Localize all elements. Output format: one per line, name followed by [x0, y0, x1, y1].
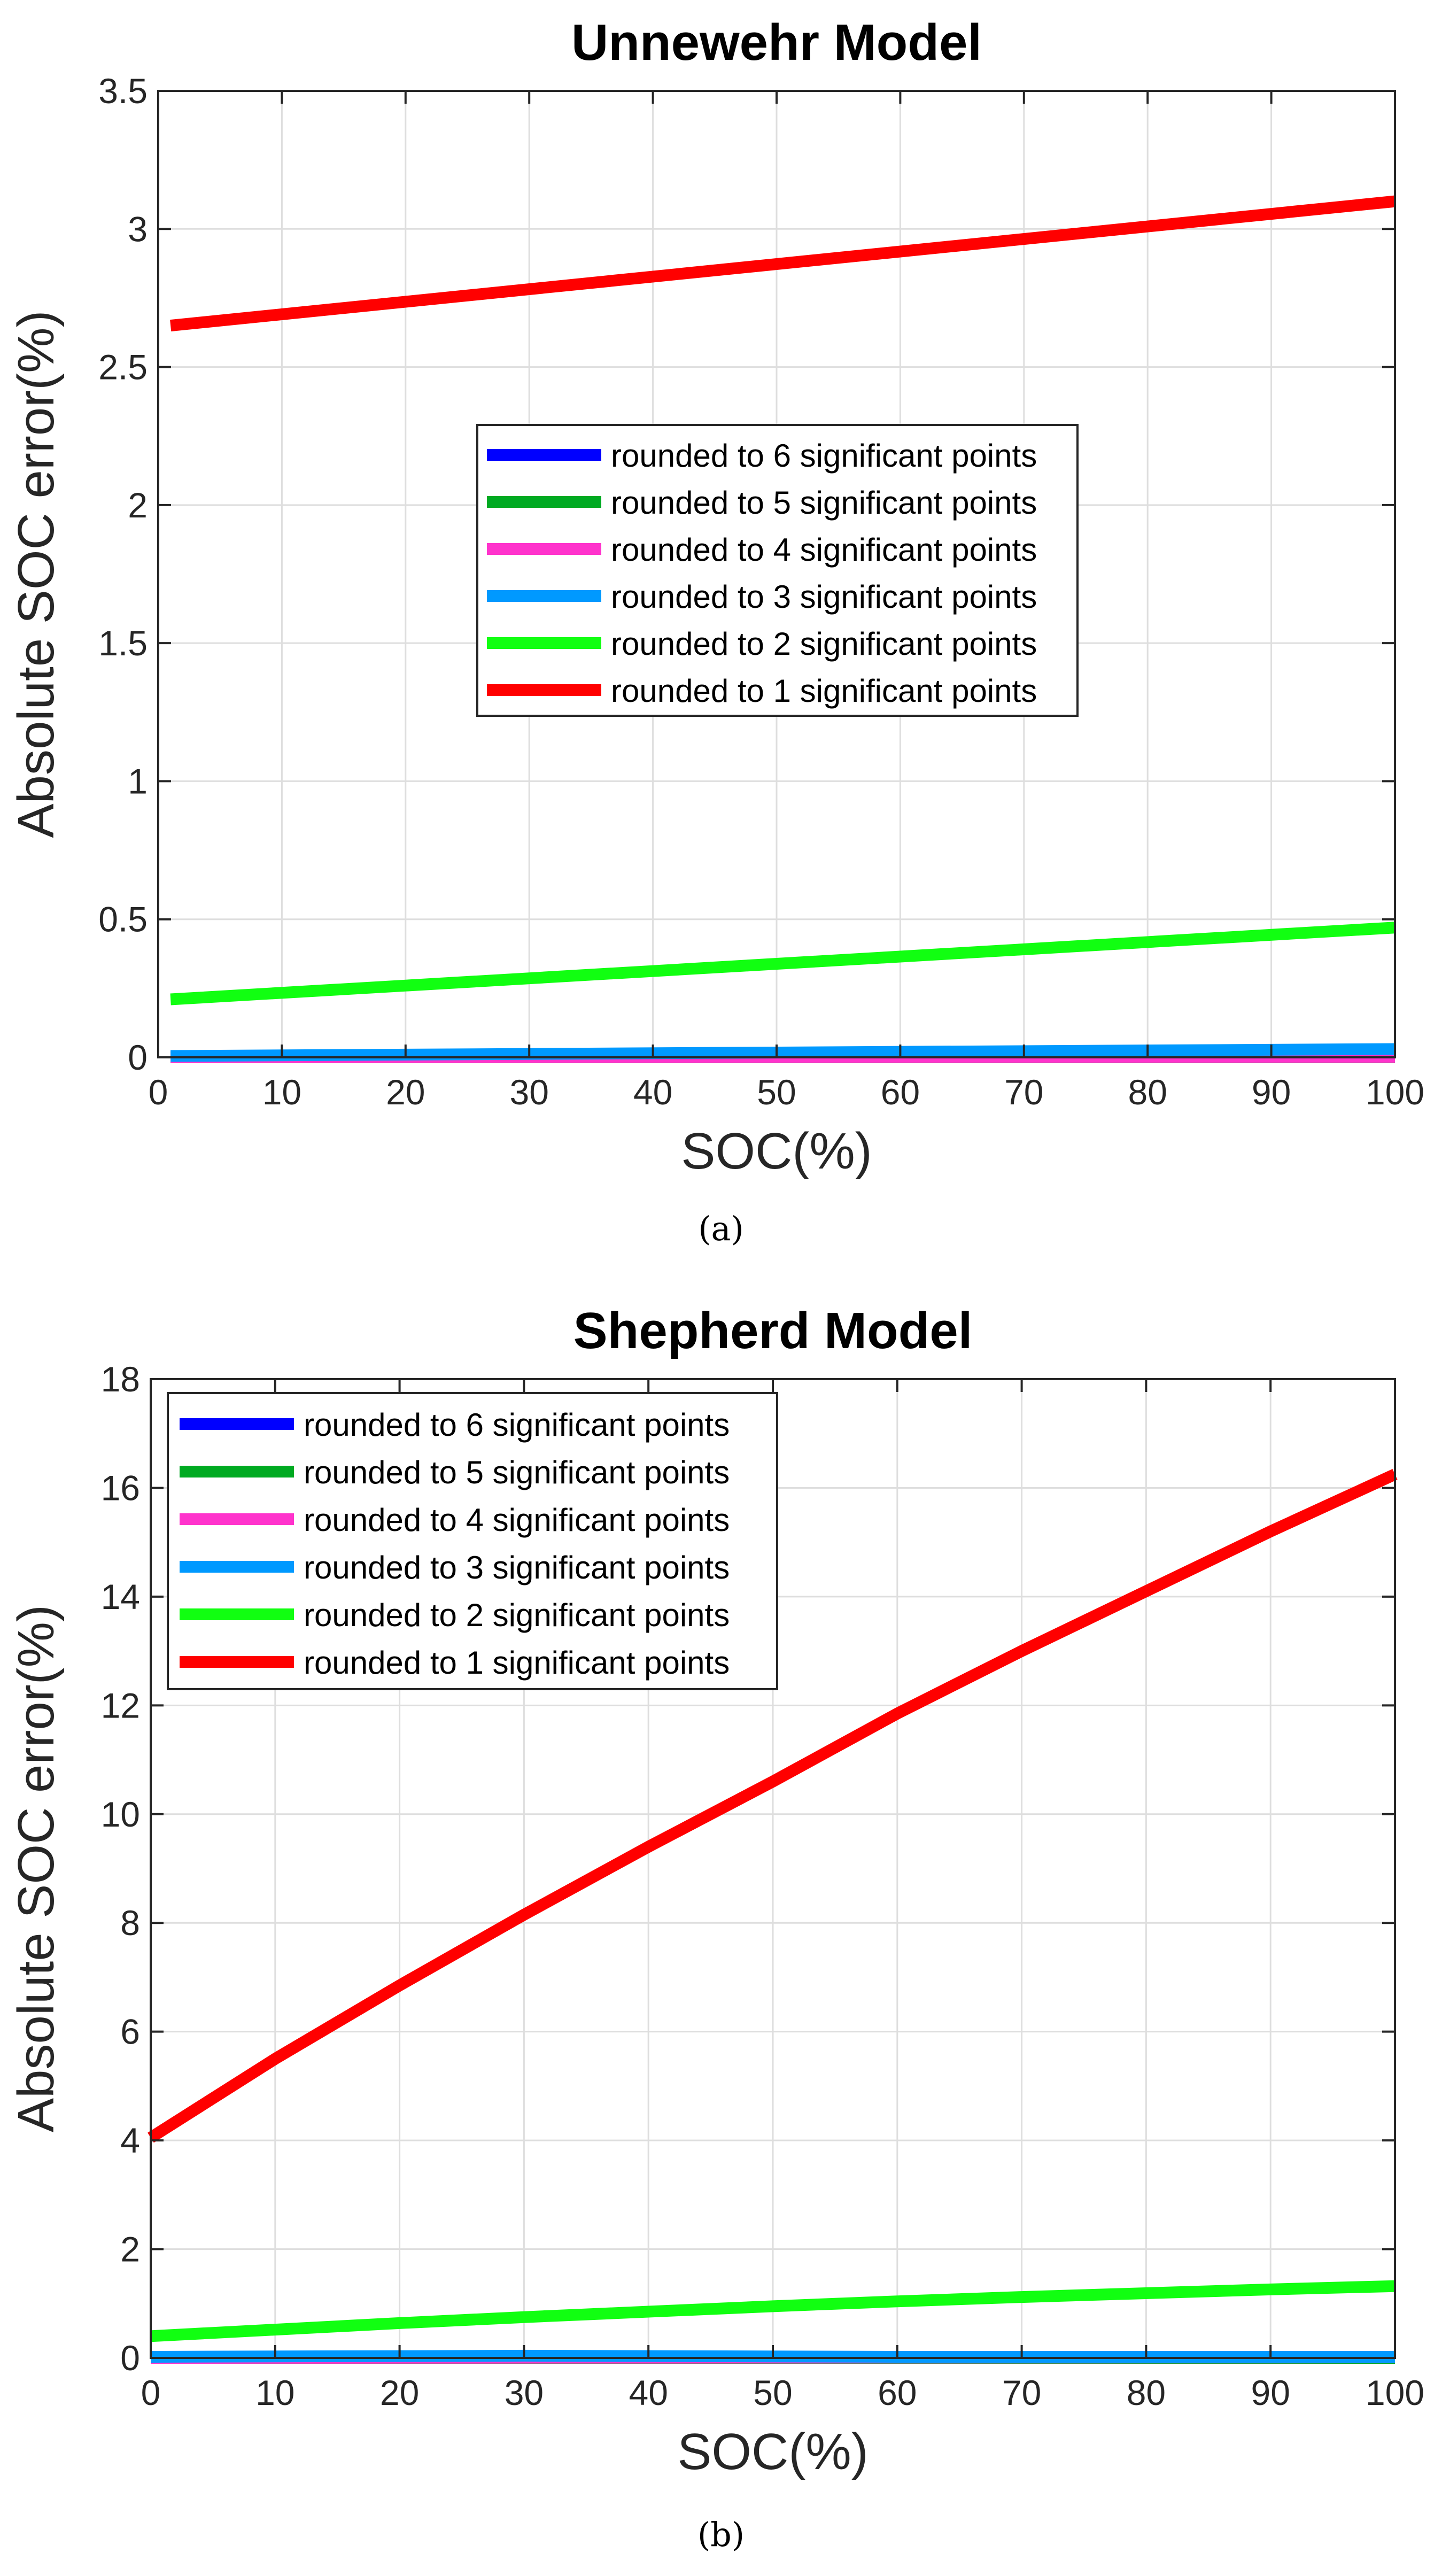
y-tick-label: 12: [101, 1685, 140, 1725]
y-tick-label: 14: [101, 1577, 140, 1616]
x-tick-label: 80: [1127, 2373, 1166, 2412]
chart-b-x-axis-label: SOC(%): [677, 2423, 868, 2480]
y-tick-label: 0.5: [98, 900, 148, 939]
chart-a-y-tick-labels: 0 0.5 1 1.5 2 2.5 3 3.5: [98, 71, 148, 1077]
y-tick-label: 18: [101, 1359, 140, 1399]
legend-box: [476, 424, 1079, 717]
x-tick-label: 60: [881, 1072, 920, 1112]
chart-a-legend: rounded to 6 significant points rounded t…: [476, 424, 1079, 717]
chart-a-x-tick-labels: 0 10 20 30 40 50 60 70 80 90 100: [149, 1072, 1424, 1112]
x-tick-label: 40: [629, 2373, 668, 2412]
x-tick-label: 60: [878, 2373, 917, 2412]
x-tick-label: 20: [380, 2373, 419, 2412]
chart-a-y-axis-label: Absolute SOC error(%): [7, 311, 65, 838]
y-tick-label: 2: [128, 485, 148, 525]
legend-label-5-sig: rounded to 5 significant points: [304, 1455, 730, 1490]
series-line-1-sig: [170, 195, 1396, 332]
x-tick-label: 0: [149, 1072, 168, 1112]
chart-a: 0 10 20 30 40 50 60 70 80 90 100 0 0.5 1 1.5 2 2.5 3 3.5 Un…: [7, 14, 1424, 1180]
legend-label-6-sig: rounded to 6 significant points: [304, 1407, 730, 1443]
x-tick-label: 10: [255, 2373, 294, 2412]
legend-label-1-sig: rounded to 1 significant points: [304, 1645, 730, 1681]
x-tick-label: 50: [757, 1072, 796, 1112]
legend-label-6-sig: rounded to 6 significant points: [611, 438, 1037, 474]
caption-b: (b): [0, 2515, 1442, 2554]
y-tick-label: 2: [120, 2230, 140, 2269]
y-tick-label: 1.5: [98, 623, 148, 663]
series-line-3-sig: [170, 1043, 1396, 1062]
series-line-2-sig: [170, 922, 1396, 1005]
x-tick-label: 50: [753, 2373, 792, 2412]
chart-b-legend: rounded to 6 significant points rounded t…: [167, 1392, 778, 1690]
legend-label-3-sig: rounded to 3 significant points: [611, 579, 1037, 615]
y-tick-label: 8: [120, 1903, 140, 1943]
x-tick-label: 10: [262, 1072, 301, 1112]
x-tick-label: 0: [141, 2373, 161, 2412]
x-tick-label: 70: [1004, 1072, 1043, 1112]
chart-b: 0 10 20 30 40 50 60 70 80 90 100 0 2 4 6 8 10 12 14 16 18 She…: [7, 1302, 1424, 2480]
chart-b-title: Shepherd Model: [573, 1302, 973, 1359]
legend-label-4-sig: rounded to 4 significant points: [611, 532, 1037, 568]
chart-b-x-tick-labels: 0 10 20 30 40 50 60 70 80 90 100: [141, 2373, 1424, 2412]
legend-label-5-sig: rounded to 5 significant points: [611, 485, 1037, 521]
y-tick-label: 0: [128, 1038, 148, 1077]
x-tick-label: 30: [509, 1072, 548, 1112]
chart-a-ticks: [157, 90, 1396, 1058]
caption-a: (a): [0, 1209, 1442, 1248]
x-tick-label: 100: [1366, 1072, 1424, 1112]
legend-label-2-sig: rounded to 2 significant points: [611, 626, 1037, 662]
y-tick-label: 16: [101, 1468, 140, 1507]
caption-a-text: (a): [698, 1209, 744, 1248]
legend-box: [167, 1392, 778, 1690]
chart-b-y-axis-label: Absolute SOC error(%): [7, 1605, 65, 2132]
x-tick-label: 80: [1128, 1072, 1167, 1112]
y-tick-label: 3.5: [98, 71, 148, 111]
chart-b-ticks: [150, 1378, 1396, 2359]
x-tick-label: 90: [1251, 2373, 1290, 2412]
y-tick-label: 1: [128, 761, 148, 801]
legend-label-3-sig: rounded to 3 significant points: [304, 1550, 730, 1585]
x-tick-label: 40: [633, 1072, 672, 1112]
series-line-2-sig: [150, 2280, 1396, 2342]
x-tick-label: 30: [505, 2373, 544, 2412]
x-tick-label: 70: [1002, 2373, 1041, 2412]
legend-label-2-sig: rounded to 2 significant points: [304, 1597, 730, 1633]
x-tick-label: 100: [1366, 2373, 1424, 2412]
series-line-1-sig: [148, 1469, 1398, 2143]
x-tick-label: 90: [1252, 1072, 1291, 1112]
y-tick-label: 3: [128, 209, 148, 249]
y-tick-label: 2.5: [98, 347, 148, 387]
chart-a-title: Unnewehr Model: [571, 14, 982, 71]
legend-label-1-sig: rounded to 1 significant points: [611, 673, 1037, 709]
chart-a-x-axis-label: SOC(%): [681, 1123, 872, 1180]
y-tick-label: 10: [101, 1794, 140, 1834]
legend-label-4-sig: rounded to 4 significant points: [304, 1502, 730, 1538]
y-tick-label: 0: [120, 2338, 140, 2378]
caption-b-text: (b): [697, 2515, 745, 2554]
y-tick-label: 6: [120, 2012, 140, 2052]
y-tick-label: 4: [120, 2121, 140, 2160]
chart-b-y-tick-labels: 0 2 4 6 8 10 12 14 16 18: [101, 1359, 140, 2378]
x-tick-label: 20: [386, 1072, 425, 1112]
